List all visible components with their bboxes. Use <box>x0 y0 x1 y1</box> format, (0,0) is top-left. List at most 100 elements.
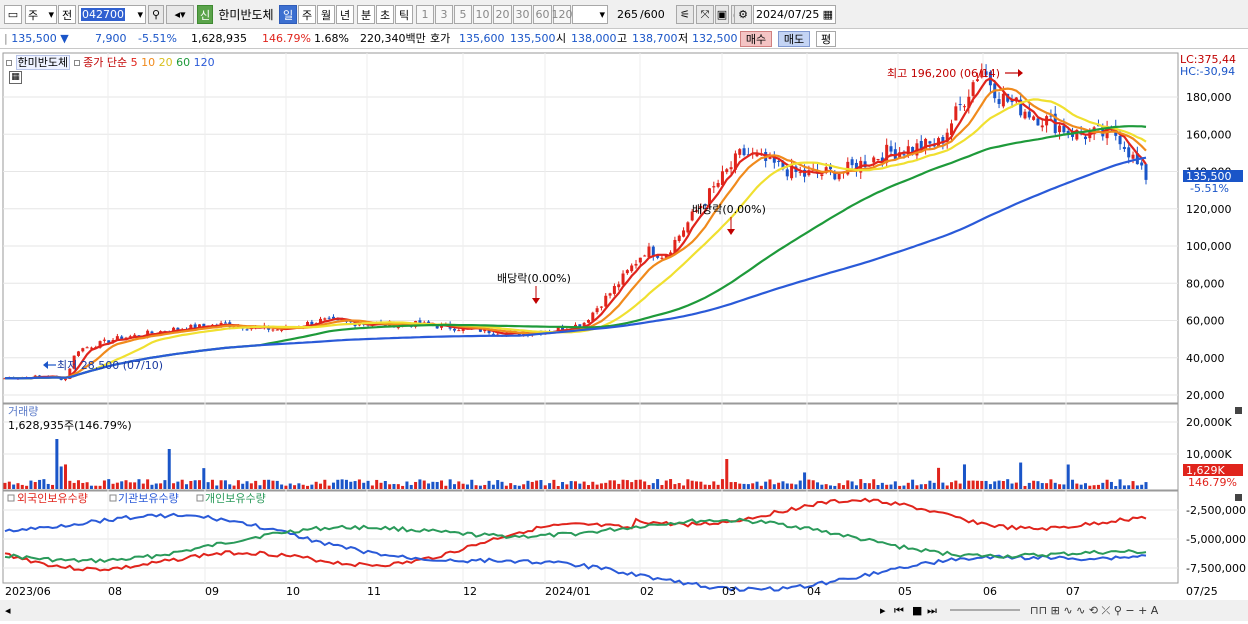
volume-title: 거래량 <box>8 405 38 418</box>
period-day[interactable]: 일 <box>279 5 297 24</box>
period-week[interactable]: 주 <box>298 5 316 24</box>
volume-bar <box>885 484 889 489</box>
candle-body <box>38 375 42 377</box>
volume-bar <box>643 481 647 489</box>
volume-bar <box>1027 482 1031 489</box>
candle-body <box>1131 154 1135 159</box>
holding-panel-close-icon[interactable] <box>1235 494 1242 501</box>
volume-bar <box>932 482 936 489</box>
shin-badge[interactable]: 신 <box>197 5 213 24</box>
x-tick-label: 07/25 <box>1186 585 1218 598</box>
minute-60[interactable]: 60 <box>533 5 552 24</box>
volume-bar <box>768 479 772 489</box>
volume-bar <box>1036 481 1040 489</box>
volume-bar <box>3 482 7 489</box>
scroll-bar[interactable] <box>0 600 1248 621</box>
candle-body <box>876 159 880 161</box>
period-second[interactable]: 초 <box>376 5 394 24</box>
candle-body <box>68 368 72 379</box>
volume-bar <box>206 482 210 489</box>
volume-bar <box>232 485 236 489</box>
candle-body <box>1066 131 1070 133</box>
minute-1[interactable]: 1 <box>416 5 434 24</box>
rewind-icon[interactable]: ⏮ <box>894 604 904 617</box>
candle-body <box>319 318 323 323</box>
volume-bar <box>1114 485 1118 489</box>
volume-bar <box>1092 485 1096 489</box>
candle-body <box>617 284 621 288</box>
volume-bar <box>16 483 20 489</box>
volume-bar <box>133 482 137 489</box>
volume-panel-close-icon[interactable] <box>1235 407 1242 414</box>
bar-chart-icon[interactable]: ⚟ <box>676 5 694 24</box>
candle-body <box>599 306 603 308</box>
volume-bar <box>280 484 284 489</box>
search-icon[interactable]: ⚲ <box>148 5 164 24</box>
candle-body <box>725 169 729 173</box>
volume-bar <box>591 481 595 489</box>
dividend-arrow-head-2 <box>727 229 735 235</box>
minute-5[interactable]: 5 <box>454 5 472 24</box>
prev-button[interactable]: 전 <box>58 5 76 24</box>
candle-body <box>630 265 634 272</box>
candle-body <box>945 132 949 142</box>
sell-button[interactable]: 매도 <box>778 31 810 47</box>
stop-icon[interactable]: ■ <box>912 604 922 617</box>
tools-strip-icon[interactable]: ⊓⊓ ⊞ ∿ ∿ ⟲ ⤫ ⚲ − + A <box>1030 604 1159 617</box>
candle-body <box>1023 111 1027 119</box>
minute-20[interactable]: 20 <box>493 5 512 24</box>
volume-bar <box>401 485 405 489</box>
volume-bar <box>197 480 201 489</box>
minute-10[interactable]: 10 <box>473 5 492 24</box>
candle-body <box>1019 99 1023 116</box>
volume-bar <box>686 479 690 489</box>
candle-body <box>656 255 660 258</box>
volume-bar <box>867 483 871 489</box>
volume-bar <box>1006 479 1010 489</box>
period-month[interactable]: 월 <box>317 5 335 24</box>
candle-body <box>306 321 310 328</box>
scroll-left-icon[interactable]: ◂ <box>5 604 11 617</box>
count-input[interactable]: 265 <box>617 8 638 21</box>
legend-ma-label: 종가 단순 <box>83 56 128 69</box>
candle-body <box>556 327 560 332</box>
forward-icon[interactable]: ⏭ <box>927 604 937 617</box>
gear-icon[interactable]: ⚙ <box>734 5 752 24</box>
scroll-right-icon[interactable]: ▸ <box>880 604 886 617</box>
type-select[interactable]: 주 ▾ <box>25 5 57 24</box>
minute-3[interactable]: 3 <box>435 5 453 24</box>
period-year[interactable]: 년 <box>336 5 354 24</box>
candle-body <box>193 324 197 329</box>
volume-bar <box>582 481 586 489</box>
minute-30[interactable]: 30 <box>513 5 532 24</box>
volume-bar <box>1023 485 1027 489</box>
window-icon[interactable]: ▭ <box>4 5 22 24</box>
candle-body <box>1127 147 1131 158</box>
volume-bar <box>1101 482 1105 489</box>
volume-bar <box>543 485 547 489</box>
price-panel-frame <box>2 52 1179 404</box>
chevron-down-icon: ▾ <box>137 8 143 21</box>
candle-body <box>561 326 565 331</box>
period-minute[interactable]: 분 <box>357 5 375 24</box>
candle-body <box>76 351 80 356</box>
interval-select[interactable]: ▾ <box>572 5 608 24</box>
table-icon[interactable]: ▦ <box>9 71 22 84</box>
volume-bar <box>388 484 392 489</box>
volume-bar <box>427 483 431 489</box>
save-icon[interactable]: ▣ <box>715 5 729 24</box>
volume-bar <box>651 483 655 489</box>
chart-svg[interactable]: 180,000160,000140,000120,000100,00080,00… <box>0 49 1248 621</box>
volume-bar <box>1096 484 1100 489</box>
avg-button[interactable]: 평 <box>816 31 836 47</box>
period-tick[interactable]: 틱 <box>395 5 413 24</box>
volume-bar <box>863 483 867 489</box>
volume-bar <box>958 483 962 489</box>
minute-120[interactable]: 120 <box>552 5 573 24</box>
tools-icon[interactable]: ⤧ <box>696 5 714 24</box>
buy-button[interactable]: 매수 <box>740 31 772 47</box>
code-input[interactable]: 042700 ▾ <box>78 5 146 24</box>
speaker-icon[interactable]: ◂▾ <box>166 5 194 24</box>
volume-bar <box>59 466 63 489</box>
date-input[interactable]: 2024/07/25 ▦ <box>753 5 836 24</box>
